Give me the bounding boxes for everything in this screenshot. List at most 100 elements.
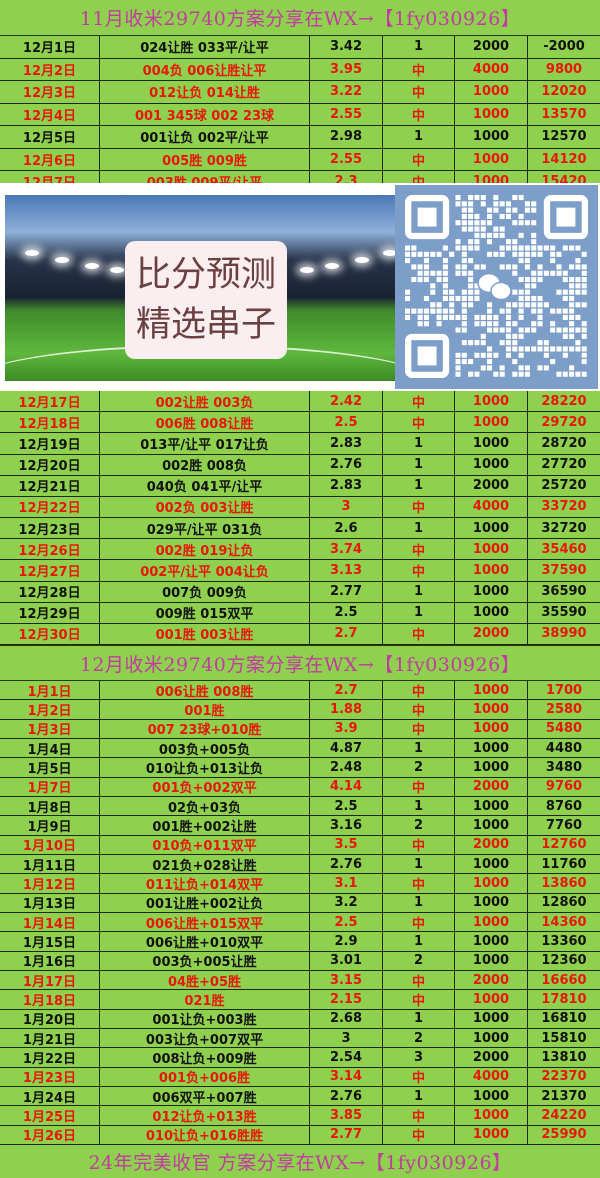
cell-date: 12月23日	[0, 518, 100, 539]
cell-pick: 004负 006让胜让平	[100, 58, 310, 80]
cell-odds: 3	[310, 1028, 383, 1048]
cell-odds: 3.01	[310, 951, 383, 970]
cell-date: 12月27日	[0, 560, 100, 581]
cell-stake: 1000	[455, 681, 528, 700]
cell-stake: 1000	[455, 951, 528, 970]
cell-stake: 1000	[455, 1125, 528, 1144]
results-table-november: 12月1日 024让胜 033平/让平 3.42 1 2000 -2000 12月2日 004…	[0, 36, 600, 183]
table-row: 1月24日 006双平+007胜 2.76 1 1000 21370	[0, 1086, 600, 1107]
cell-pick: 011让负+014双平	[100, 874, 310, 893]
table-row: 12月30日 001胜 003让胜 2.7 中 2000 38990	[0, 623, 600, 645]
table-row: 12月18日 006胜 008让胜 2.5 中 1000 29720	[0, 412, 600, 434]
cell-date: 12月18日	[0, 412, 100, 433]
cell-odds: 3.9	[310, 719, 383, 738]
cell-date: 12月3日	[0, 81, 100, 103]
cell-result: 中	[383, 148, 455, 170]
cell-date: 1月23日	[0, 1067, 100, 1086]
cell-result: 中	[383, 1125, 455, 1144]
cell-date: 1月12日	[0, 874, 100, 893]
cell-balance: 14360	[541, 914, 587, 930]
cell-result: 1	[383, 602, 455, 623]
cell-result: 中	[383, 81, 455, 103]
cell-pick: 001胜	[100, 700, 310, 719]
cell-stake: 1000	[455, 854, 528, 874]
cell-result: 中	[383, 970, 455, 990]
cell-date: 12月7日	[0, 171, 100, 183]
cell-balance: 1700	[545, 682, 583, 698]
cell-result: 1	[383, 36, 455, 58]
cell-odds: 2.55	[310, 103, 383, 125]
cell-odds: 2.98	[310, 126, 383, 148]
cell-result: 中	[383, 560, 455, 581]
cell-stake: 4000	[455, 58, 528, 80]
cell-date: 1月7日	[0, 777, 100, 796]
cell-odds: 2.9	[310, 932, 383, 951]
table-row: 1月2日 001胜 1.88 中 1000 2580	[0, 700, 600, 720]
cell-balance: 3480	[545, 759, 583, 775]
cell-odds: 2.7	[310, 681, 383, 700]
cell-result: 中	[383, 171, 455, 183]
table-row: 1月9日 001胜+002让胜 3.16 2 1000 7760	[0, 816, 600, 836]
cell-date: 12月28日	[0, 581, 100, 602]
cell-balance: 35590	[541, 605, 587, 621]
cell-pick: 006让胜 008胜	[100, 681, 310, 700]
cell-odds: 4.87	[310, 738, 383, 758]
cell-balance: 16660	[541, 972, 587, 988]
cell-date: 12月5日	[0, 126, 100, 148]
cell-odds: 3.95	[310, 58, 383, 80]
cell-pick: 010负+011双平	[100, 835, 310, 854]
table-row: 1月14日 006让胜+015双平 2.5 中 1000 14360	[0, 912, 600, 933]
cell-stake: 1000	[455, 816, 528, 835]
cell-pick: 001让胜+002让负	[100, 893, 310, 912]
cell-stake: 1000	[455, 81, 528, 103]
cell-pick: 003胜 009平/让平	[100, 171, 310, 183]
cell-date: 1月4日	[0, 738, 100, 758]
cell-date: 1月3日	[0, 719, 100, 738]
cell-odds: 2.77	[310, 1125, 383, 1144]
cell-pick: 003让负+007双平	[100, 1028, 310, 1048]
cell-date: 1月2日	[0, 700, 100, 719]
cell-result: 2	[383, 758, 455, 777]
header-top: 11月收米29740方案分享在WX→【1fy030926】	[0, 0, 600, 36]
cell-balance: 25990	[541, 1127, 587, 1143]
table-row: 1月26日 010让负+016胜胜 2.77 中 1000 25990	[0, 1125, 600, 1145]
cell-balance: 2580	[545, 701, 583, 717]
cell-date: 1月16日	[0, 951, 100, 970]
cell-pick: 001负+006胜	[100, 1067, 310, 1086]
cell-result: 1	[383, 738, 455, 758]
table-row: 1月7日 001负+002双平 4.14 中 2000 9760	[0, 777, 600, 797]
banner-line2: 精选串子	[135, 305, 276, 345]
cell-balance: 12860	[541, 895, 587, 911]
cell-balance: 33720	[541, 499, 587, 515]
cell-result: 1	[383, 1009, 455, 1028]
cell-pick: 024让胜 033平/让平	[100, 36, 310, 58]
cell-balance: 25720	[541, 478, 587, 494]
cell-odds: 4.14	[310, 777, 383, 796]
cell-pick: 006让胜+015双平	[100, 912, 310, 932]
cell-date: 12月30日	[0, 623, 100, 645]
cell-balance: 11760	[541, 856, 587, 872]
table-row: 1月20日 001让负+003胜 2.68 1 1000 16810	[0, 1009, 600, 1029]
cell-stake: 1000	[455, 893, 528, 912]
table-row: 12月4日 001 345球 002 23球 2.55 中 1000 13570	[0, 103, 600, 126]
cell-date: 12月22日	[0, 496, 100, 518]
cell-stake: 1000	[455, 912, 528, 932]
cell-result: 中	[383, 990, 455, 1009]
table-row: 1月15日 006让胜+010双平 2.9 1 1000 13360	[0, 932, 600, 952]
table-row: 12月6日 005胜 009胜 2.55 中 1000 14120	[0, 148, 600, 171]
cell-stake: 1000	[455, 433, 528, 454]
cell-odds: 3.16	[310, 816, 383, 835]
cell-date: 1月20日	[0, 1009, 100, 1028]
cell-date: 12月29日	[0, 602, 100, 623]
cell-odds: 2.83	[310, 475, 383, 496]
cell-date: 1月25日	[0, 1106, 100, 1125]
cell-result: 中	[383, 103, 455, 125]
cell-balance: 13570	[541, 106, 587, 122]
table-row: 1月23日 001负+006胜 3.14 中 4000 22370	[0, 1067, 600, 1087]
table-row: 1月4日 003负+005负 4.87 1 1000 4480	[0, 738, 600, 759]
cell-pick: 021负+028让胜	[100, 854, 310, 874]
cell-odds: 3.42	[310, 36, 383, 58]
banner-tag: 比分预测 精选串子	[125, 241, 287, 359]
table-row: 1月12日 011让负+014双平 3.1 中 1000 13860	[0, 874, 600, 894]
cell-result: 3	[383, 1048, 455, 1067]
